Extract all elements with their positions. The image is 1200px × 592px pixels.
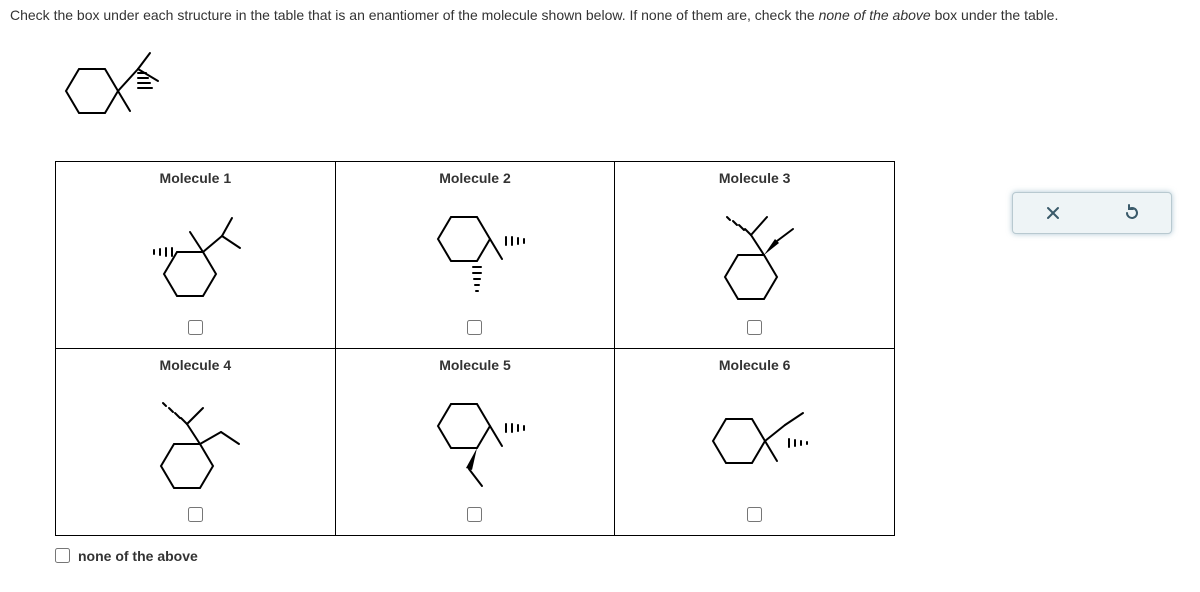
undo-icon: [1123, 204, 1141, 222]
cell-molecule-3: Molecule 3: [615, 161, 895, 348]
none-of-above-label: none of the above: [78, 548, 198, 564]
checkbox-wrap-4: [56, 501, 335, 535]
structure-molecule-6: [615, 381, 894, 501]
checkbox-molecule-4[interactable]: [188, 507, 203, 522]
reference-molecule: [38, 41, 1190, 141]
checkbox-molecule-2[interactable]: [467, 320, 482, 335]
checkbox-molecule-1[interactable]: [188, 320, 203, 335]
checkbox-molecule-6[interactable]: [747, 507, 762, 522]
header-molecule-5: Molecule 5: [336, 349, 615, 381]
header-molecule-3: Molecule 3: [615, 162, 894, 194]
cell-molecule-6: Molecule 6: [615, 348, 895, 535]
reset-button[interactable]: [1113, 198, 1151, 228]
structure-molecule-4: [56, 381, 335, 501]
header-molecule-6: Molecule 6: [615, 349, 894, 381]
checkbox-molecule-3[interactable]: [747, 320, 762, 335]
structure-molecule-3: [615, 194, 894, 314]
structure-molecule-5: [336, 381, 615, 501]
checkbox-wrap-3: [615, 314, 894, 348]
answer-toolbar: [1012, 192, 1172, 234]
cell-molecule-1: Molecule 1: [56, 161, 336, 348]
header-molecule-2: Molecule 2: [336, 162, 615, 194]
prompt-suffix: box under the table.: [931, 7, 1059, 23]
x-icon: [1045, 205, 1061, 221]
structure-molecule-1: [56, 194, 335, 314]
question-prompt: Check the box under each structure in th…: [10, 6, 1190, 25]
checkbox-molecule-5[interactable]: [467, 507, 482, 522]
checkbox-wrap-6: [615, 501, 894, 535]
checkbox-wrap-1: [56, 314, 335, 348]
header-molecule-1: Molecule 1: [56, 162, 335, 194]
structure-molecule-2: [336, 194, 615, 314]
cell-molecule-2: Molecule 2: [335, 161, 615, 348]
clear-button[interactable]: [1034, 198, 1072, 228]
molecule-table: Molecule 1: [55, 161, 895, 536]
prompt-italic: none of the above: [819, 7, 931, 23]
none-of-above-row: none of the above: [55, 548, 1190, 564]
header-molecule-4: Molecule 4: [56, 349, 335, 381]
reference-molecule-svg: [38, 41, 178, 141]
cell-molecule-4: Molecule 4: [56, 348, 336, 535]
cell-molecule-5: Molecule 5: [335, 348, 615, 535]
prompt-prefix: Check the box under each structure in th…: [10, 7, 819, 23]
checkbox-none-of-above[interactable]: [55, 548, 70, 563]
checkbox-wrap-2: [336, 314, 615, 348]
checkbox-wrap-5: [336, 501, 615, 535]
